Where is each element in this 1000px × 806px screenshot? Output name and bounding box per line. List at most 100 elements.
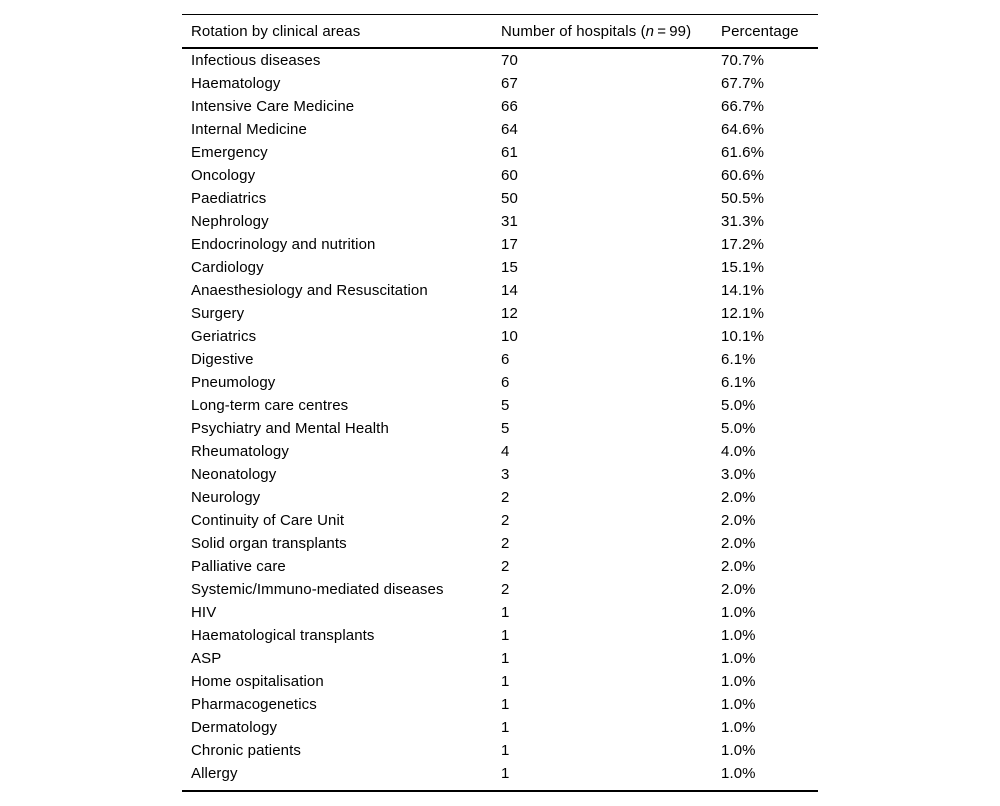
cell-percentage: 66.7% — [721, 98, 765, 115]
table-row: Neurology 2 2.0% — [182, 486, 818, 509]
cell-clinical-area: Continuity of Care Unit — [191, 512, 345, 529]
cell-hospital-count: 1 — [501, 742, 510, 759]
table-row: Haematological transplants 1 1.0% — [182, 624, 818, 647]
cell-clinical-area: Endocrinology and nutrition — [191, 236, 376, 253]
table-row: Pneumology 6 6.1% — [182, 371, 818, 394]
cell-percentage: 2.0% — [721, 581, 756, 598]
cell-percentage: 2.0% — [721, 512, 756, 529]
cell-percentage: 2.0% — [721, 558, 756, 575]
cell-clinical-area: Palliative care — [191, 558, 286, 575]
cell-clinical-area: Chronic patients — [191, 742, 301, 759]
cell-percentage: 31.3% — [721, 213, 765, 230]
table-row: Solid organ transplants 2 2.0% — [182, 532, 818, 555]
cell-percentage: 1.0% — [721, 627, 756, 644]
cell-percentage: 6.1% — [721, 351, 756, 368]
cell-percentage: 64.6% — [721, 121, 765, 138]
cell-hospital-count: 6 — [501, 351, 510, 368]
cell-hospital-count: 61 — [501, 144, 518, 161]
cell-clinical-area: Neurology — [191, 489, 261, 506]
table-row: Neonatology 3 3.0% — [182, 463, 818, 486]
table-body: Infectious diseases 70 70.7% Haematology… — [182, 48, 818, 785]
table-row: Paediatrics 50 50.5% — [182, 187, 818, 210]
table-row: Chronic patients 1 1.0% — [182, 739, 818, 762]
cell-hospital-count: 2 — [501, 558, 510, 575]
cell-hospital-count: 70 — [501, 52, 518, 69]
cell-clinical-area: Infectious diseases — [191, 52, 321, 69]
cell-clinical-area: HIV — [191, 604, 217, 621]
cell-percentage: 50.5% — [721, 190, 765, 207]
table-row: Rheumatology 4 4.0% — [182, 440, 818, 463]
cell-percentage: 2.0% — [721, 535, 756, 552]
cell-hospital-count: 15 — [501, 259, 518, 276]
cell-hospital-count: 3 — [501, 466, 510, 483]
cell-percentage: 1.0% — [721, 719, 756, 736]
table-row: Digestive 6 6.1% — [182, 348, 818, 371]
cell-hospital-count: 17 — [501, 236, 518, 253]
cell-hospital-count: 1 — [501, 719, 510, 736]
table-row: Infectious diseases 70 70.7% — [182, 48, 818, 72]
cell-hospital-count: 12 — [501, 305, 518, 322]
header-percentage: Percentage — [721, 15, 818, 49]
cell-percentage: 70.7% — [721, 52, 765, 69]
table-row: Psychiatry and Mental Health 5 5.0% — [182, 417, 818, 440]
cell-clinical-area: Long-term care centres — [191, 397, 349, 414]
table-row: Long-term care centres 5 5.0% — [182, 394, 818, 417]
cell-clinical-area: Paediatrics — [191, 190, 267, 207]
cell-hospital-count: 2 — [501, 489, 510, 506]
cell-clinical-area: Surgery — [191, 305, 245, 322]
table-row: Nephrology 31 31.3% — [182, 210, 818, 233]
cell-clinical-area: Intensive Care Medicine — [191, 98, 355, 115]
cell-clinical-area: Nephrology — [191, 213, 269, 230]
cell-hospital-count: 5 — [501, 420, 510, 437]
cell-hospital-count: 1 — [501, 765, 510, 782]
cell-clinical-area: Allergy — [191, 765, 238, 782]
cell-clinical-area: Psychiatry and Mental Health — [191, 420, 389, 437]
table-row: Oncology 60 60.6% — [182, 164, 818, 187]
table-row: Pharmacogenetics 1 1.0% — [182, 693, 818, 716]
cell-clinical-area: Internal Medicine — [191, 121, 307, 138]
header-number-of-hospitals: Number of hospitals (n = 99) — [501, 15, 721, 49]
cell-clinical-area: Haematological transplants — [191, 627, 375, 644]
cell-hospital-count: 64 — [501, 121, 518, 138]
cell-clinical-area: ASP — [191, 650, 222, 667]
table-row: Surgery 12 12.1% — [182, 302, 818, 325]
cell-hospital-count: 2 — [501, 512, 510, 529]
table-row: Haematology 67 67.7% — [182, 72, 818, 95]
cell-hospital-count: 2 — [501, 581, 510, 598]
cell-hospital-count: 1 — [501, 627, 510, 644]
cell-percentage: 5.0% — [721, 420, 756, 437]
header-rotation-by-clinical-areas: Rotation by clinical areas — [182, 15, 501, 49]
cell-percentage: 61.6% — [721, 144, 765, 161]
cell-percentage: 5.0% — [721, 397, 756, 414]
cell-percentage: 14.1% — [721, 282, 765, 299]
table-row: Home ospitalisation 1 1.0% — [182, 670, 818, 693]
cell-percentage: 1.0% — [721, 742, 756, 759]
header-number-of-hospitals-text: Number of hospitals ( — [501, 22, 646, 40]
cell-hospital-count: 2 — [501, 535, 510, 552]
table-row: HIV 1 1.0% — [182, 601, 818, 624]
table-row: Continuity of Care Unit 2 2.0% — [182, 509, 818, 532]
rotation-table-grid: Rotation by clinical areas Number of hos… — [182, 15, 818, 785]
table-row: Internal Medicine 64 64.6% — [182, 118, 818, 141]
cell-percentage: 12.1% — [721, 305, 765, 322]
cell-percentage: 67.7% — [721, 75, 765, 92]
cell-percentage: 17.2% — [721, 236, 765, 253]
cell-hospital-count: 14 — [501, 282, 518, 299]
cell-percentage: 10.1% — [721, 328, 765, 345]
cell-clinical-area: Pharmacogenetics — [191, 696, 317, 713]
cell-clinical-area: Dermatology — [191, 719, 278, 736]
cell-percentage: 6.1% — [721, 374, 756, 391]
cell-percentage: 4.0% — [721, 443, 756, 460]
header-n-value-text: = 99) — [654, 22, 692, 40]
table-row: Endocrinology and nutrition 17 17.2% — [182, 233, 818, 256]
cell-hospital-count: 1 — [501, 650, 510, 667]
cell-hospital-count: 31 — [501, 213, 518, 230]
cell-clinical-area: Pneumology — [191, 374, 276, 391]
cell-percentage: 1.0% — [721, 696, 756, 713]
cell-clinical-area: Cardiology — [191, 259, 264, 276]
cell-hospital-count: 6 — [501, 374, 510, 391]
cell-clinical-area: Geriatrics — [191, 328, 257, 345]
table-row: Palliative care 2 2.0% — [182, 555, 818, 578]
cell-hospital-count: 67 — [501, 75, 518, 92]
cell-clinical-area: Anaesthesiology and Resuscitation — [191, 282, 428, 299]
